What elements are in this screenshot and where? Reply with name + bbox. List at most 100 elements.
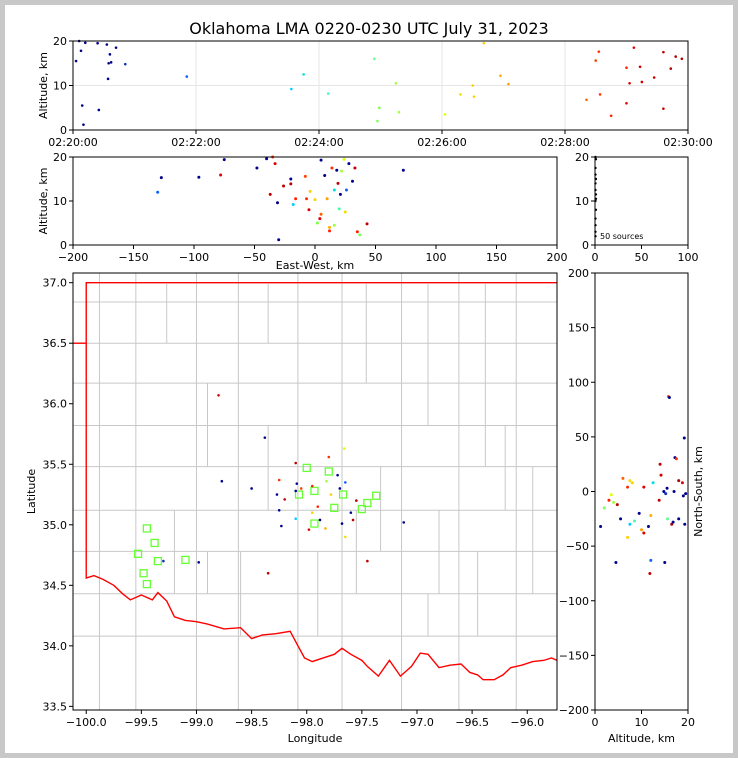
alt-time-point (625, 102, 628, 105)
ns-alt-point (642, 531, 646, 535)
ns-alt-point (670, 522, 674, 526)
alt-ew-point (343, 210, 347, 214)
ns-alt-point (599, 524, 603, 528)
ns-alt-y-tick-label: −150 (559, 649, 589, 662)
ns-alt-point (642, 485, 646, 489)
ns-alt-point (659, 473, 663, 477)
alt-time-point (594, 59, 598, 62)
alt-ew-x-tick-label: 50 (369, 251, 383, 264)
alt-time-point (597, 50, 601, 53)
ns-alt-point (630, 481, 634, 485)
alt-time-point (674, 55, 677, 58)
ns-alt-point (628, 479, 632, 483)
alt-time-point (499, 74, 502, 78)
alt-time-point (302, 73, 305, 76)
alt-ew-point (289, 182, 293, 186)
alt-ew-point (273, 162, 277, 166)
ns-alt-point (628, 522, 632, 526)
alt-time-point (443, 113, 447, 116)
map-y-tick-label: 37.0 (43, 277, 68, 290)
alt-time-point (471, 84, 475, 87)
ns-alt-point (667, 396, 671, 400)
alt-ew-x-tick-label: −150 (118, 251, 148, 264)
map-layer (73, 273, 557, 710)
alt-ew-frame (72, 156, 558, 246)
lma-station (139, 569, 148, 578)
map-panel: −100.0 −99.5 −99.0 −98.5 −98.0 −97.5 −97.0 −96.… (25, 273, 557, 745)
ns-alt-x-tick-label: 20 (681, 716, 695, 729)
alt-ew-x-tick-label: −200 (58, 251, 88, 264)
lma-station (133, 549, 143, 558)
alt-time-point (669, 67, 673, 70)
alt-ew-y-tick-label: 10 (53, 195, 67, 208)
alt-ew-x-tick-label: 200 (547, 251, 568, 264)
map-y-tick-label: 35.5 (43, 458, 68, 471)
alt-ew-ylabel: Altitude, km (37, 167, 50, 234)
map-x-tick-label: −97.5 (345, 716, 379, 729)
alt-ew-point (268, 192, 272, 196)
map-x-tick-label: −98.0 (290, 716, 324, 729)
alt-ew-y-tick-label: 20 (53, 151, 67, 164)
lma-station (338, 490, 348, 499)
ns-alt-point (648, 571, 652, 575)
alt-ew-point (330, 166, 334, 170)
alt-ew-x-tick-label: −100 (179, 251, 209, 264)
alt-time-point (632, 46, 636, 49)
alt-ew-point (347, 162, 351, 166)
ns-alt-point (633, 519, 637, 523)
alt-ew-point (332, 223, 336, 227)
map-point (327, 455, 331, 459)
alt-time-point (472, 95, 476, 98)
map-point (355, 499, 358, 502)
map-y-tick-label: 36.5 (43, 337, 68, 350)
alt-histogram-x-tick-label: 100 (678, 251, 699, 264)
alt-histogram-y-tick-label: 10 (575, 195, 589, 208)
ns-alt-point (664, 492, 668, 496)
map-point (316, 505, 320, 508)
ns-alt-y-tick-label: −100 (559, 595, 589, 608)
map-point (197, 561, 200, 564)
map-frame (72, 272, 558, 711)
alt-time-point (114, 46, 118, 49)
alt-time-x-tick-label: 02:26:00 (417, 136, 466, 149)
map-point (329, 493, 333, 496)
alt-ew-point (351, 179, 355, 183)
alt-time-point (326, 92, 330, 95)
map-point (310, 484, 314, 488)
alt-ew-point (219, 173, 223, 177)
ns-alt-point (646, 524, 650, 528)
alt-ew-panel: −200 −150 −100 −50 0 50 100 150 200 0 10 20 East-Wes… (37, 151, 568, 272)
ns-alt-point (681, 494, 685, 498)
ns-alt-xlabel: Altitude, km (608, 732, 675, 745)
lma-station (150, 538, 159, 548)
map-point (263, 436, 267, 439)
ns-alt-point (651, 481, 655, 485)
alt-time-x-tick-label: 02:20:00 (48, 136, 97, 149)
alt-time-y-tick-label: 10 (53, 80, 67, 93)
state-border-red-river (85, 343, 557, 681)
alt-ew-point (325, 197, 329, 201)
ns-alt-point (658, 462, 662, 466)
map-point (295, 482, 299, 485)
ns-alt-point (640, 528, 643, 532)
alt-ew-point (282, 184, 286, 188)
ns-alt-point (666, 517, 670, 521)
alt-ew-point (255, 166, 259, 170)
alt-ew-point (308, 189, 312, 193)
map-point (402, 521, 406, 524)
alt-time-point (376, 119, 379, 123)
map-y-tick-label: 36.0 (43, 398, 68, 411)
ns-alt-point (609, 493, 613, 497)
ns-alt-point (680, 481, 684, 485)
alt-time-x-tick-label: 02:24:00 (294, 136, 343, 149)
alt-time-point (96, 41, 99, 45)
alt-ew-point (323, 173, 327, 177)
map-x-tick-label: −97.0 (400, 716, 434, 729)
alt-ew-point (307, 208, 311, 212)
alt-time-point (109, 61, 113, 64)
alt-time-point (74, 59, 78, 63)
map-point (338, 487, 342, 490)
alt-ew-point (156, 190, 160, 194)
lma-station (310, 519, 319, 528)
ns-alt-point (615, 503, 619, 507)
